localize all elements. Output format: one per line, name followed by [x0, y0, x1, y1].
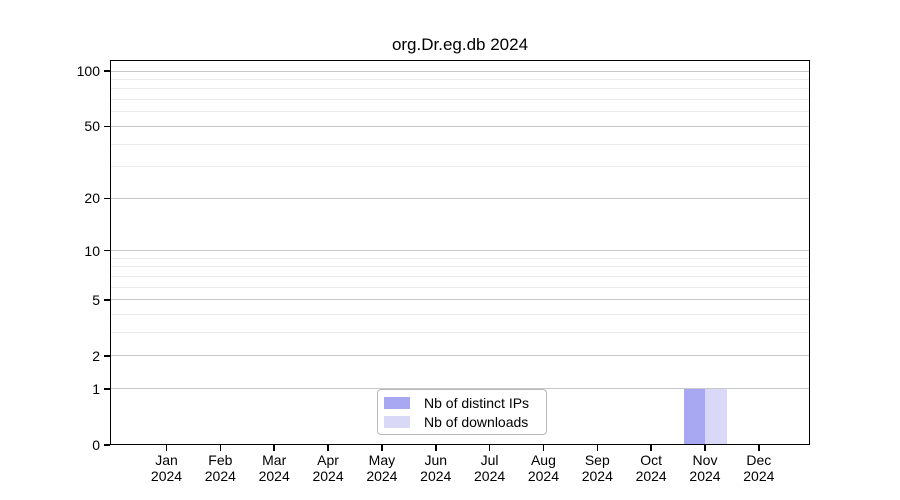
gridline-minor — [110, 99, 810, 101]
y-axis-tick — [104, 299, 110, 301]
y-axis-tick — [104, 197, 110, 200]
y-axis-tick-label: 0 — [92, 437, 100, 453]
gridline-major — [110, 70, 810, 72]
x-axis-tick-label: Aug 2024 — [527, 452, 560, 484]
y-axis-tick — [104, 70, 110, 72]
x-axis-tick — [596, 445, 599, 451]
y-axis-tick-label: 10 — [84, 242, 100, 259]
gridline-minor — [110, 166, 810, 168]
gridline-minor — [110, 257, 810, 259]
x-axis-tick-label: Jan 2024 — [150, 452, 183, 484]
x-axis-tick — [488, 445, 491, 451]
x-axis-tick-label: May 2024 — [366, 452, 398, 484]
gridline-minor — [110, 78, 810, 80]
y-axis-tick-label: 100 — [76, 63, 100, 79]
gridline-minor — [110, 88, 810, 90]
gridline-minor — [110, 111, 810, 113]
y-axis-tick-label: 20 — [84, 190, 100, 207]
x-axis-tick — [327, 445, 329, 451]
legend-item-downloads: Nb of downloads — [384, 414, 546, 430]
gridline-major — [110, 388, 810, 390]
gridline-minor — [110, 286, 810, 288]
gridline-major — [110, 299, 810, 301]
y-axis-tick — [104, 249, 110, 252]
y-axis-tick-label: 2 — [92, 347, 100, 364]
gridline-major — [110, 197, 810, 199]
x-axis-tick — [704, 445, 706, 451]
legend: Nb of distinct IPs Nb of downloads — [377, 389, 547, 435]
x-axis-tick-label: Jun 2024 — [420, 452, 452, 484]
y-axis-tick — [104, 388, 110, 390]
x-axis-tick — [758, 445, 760, 451]
x-axis-tick — [650, 445, 652, 451]
gridline-major — [110, 250, 810, 252]
downloads-swatch — [384, 415, 410, 428]
x-axis-tick-label: Oct 2024 — [635, 452, 667, 484]
bar-distinct-ips — [683, 388, 705, 445]
gridline-minor — [110, 332, 810, 334]
y-axis-tick — [104, 125, 110, 128]
x-axis-tick — [165, 445, 168, 451]
bar-downloads — [705, 388, 727, 445]
x-axis-tick — [273, 445, 275, 451]
x-axis-tick — [435, 445, 437, 451]
chart-title: org.Dr.eg.db 2024 — [391, 35, 529, 54]
x-axis-tick-label: Apr 2024 — [312, 452, 344, 484]
x-axis-tick — [219, 445, 222, 451]
y-axis-tick — [104, 444, 110, 446]
y-axis-tick — [104, 355, 110, 357]
distinct-ips-swatch — [384, 396, 410, 409]
gridline-major — [110, 125, 810, 127]
legend-label: Nb of distinct IPs — [424, 394, 530, 411]
x-axis-tick-label: Jul 2024 — [474, 452, 506, 484]
gridline-minor — [110, 266, 810, 268]
y-axis-tick-label: 50 — [84, 118, 100, 135]
x-axis-tick-label: Dec 2024 — [743, 452, 775, 484]
x-axis-tick-label: Nov 2024 — [689, 452, 721, 484]
plot-frame — [110, 60, 810, 445]
y-axis-tick-label: 1 — [92, 380, 100, 397]
plot-area — [110, 60, 810, 445]
legend-item-distinct-ips: Nb of distinct IPs — [384, 395, 546, 411]
x-axis-tick-label: Sep 2024 — [581, 452, 613, 484]
gridline-major — [110, 355, 810, 357]
x-axis-tick — [542, 445, 545, 451]
y-axis-tick-label: 5 — [92, 291, 100, 308]
x-axis-tick-label: Feb 2024 — [204, 452, 236, 484]
gridline-minor — [110, 314, 810, 316]
x-axis-tick-label: Mar 2024 — [258, 452, 290, 484]
gridline-minor — [110, 143, 810, 145]
gridline-minor — [110, 275, 810, 277]
legend-label: Nb of downloads — [424, 413, 529, 430]
x-axis-tick — [381, 445, 383, 451]
